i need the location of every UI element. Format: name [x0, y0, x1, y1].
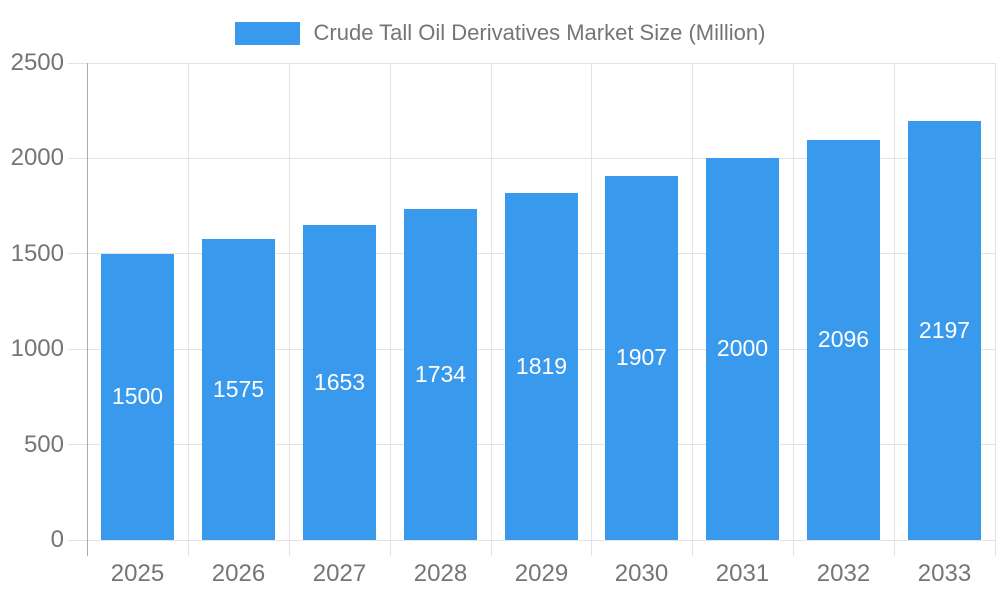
bar-2033[interactable]: 2197: [908, 121, 981, 540]
x-gridline: [893, 63, 895, 556]
x-gridline: [288, 63, 290, 556]
y-gridline: [68, 539, 995, 541]
legend-swatch: [234, 21, 300, 45]
y-axis-line: [87, 63, 88, 556]
bar-value-label: 1819: [515, 352, 568, 379]
bar-value-label: 1907: [615, 344, 668, 370]
x-gridline: [187, 63, 189, 556]
bar-2031[interactable]: 2000: [706, 158, 779, 540]
bar-value-label: 1653: [313, 368, 366, 395]
bar-2032[interactable]: 2096: [807, 140, 880, 540]
x-gridline: [389, 63, 391, 556]
x-gridline: [691, 63, 693, 556]
y-axis-tick-label: 2000: [10, 144, 64, 172]
bar-2030[interactable]: 1907: [605, 176, 678, 540]
bar-value-label: 2000: [716, 335, 769, 361]
x-axis-tick-label: 2027: [312, 560, 367, 587]
bar-value-label: 1575: [212, 375, 265, 402]
legend-item[interactable]: Crude Tall Oil Derivatives Market Size (…: [0, 18, 1000, 48]
plot-area: 1500 1575 1653 1734 1819 1907 2000 2096 2197: [68, 62, 996, 556]
bar-value-label: 1500: [111, 383, 164, 409]
x-axis-tick-label: 2029: [514, 560, 569, 587]
bar-value-label: 2197: [918, 316, 971, 343]
x-gridline: [490, 63, 492, 556]
x-gridline: [994, 63, 996, 556]
y-axis-tick-label: 2500: [10, 49, 64, 76]
x-axis-tick-label: 2030: [614, 560, 669, 587]
x-gridline: [590, 63, 592, 556]
bar-2027[interactable]: 1653: [303, 225, 376, 540]
bar-value-label: 2096: [817, 326, 870, 352]
bar-2025[interactable]: 1500: [101, 254, 174, 540]
x-axis-tick-label: 2026: [211, 560, 266, 587]
y-gridline: [68, 62, 995, 64]
x-axis-tick-label: 2028: [413, 560, 468, 587]
x-axis-tick-label: 2031: [715, 560, 770, 587]
y-gridline: [68, 157, 995, 159]
y-axis-tick-label: 1500: [10, 239, 64, 267]
x-axis-tick-label: 2032: [816, 560, 871, 587]
legend-label: Crude Tall Oil Derivatives Market Size (…: [313, 20, 766, 45]
x-gridline: [792, 63, 794, 556]
bar-2028[interactable]: 1734: [404, 209, 477, 540]
bar-value-label: 1734: [414, 360, 467, 387]
y-axis-tick-label: 500: [23, 430, 64, 458]
x-axis-tick-label: 2025: [110, 560, 165, 587]
bar-2029[interactable]: 1819: [505, 193, 578, 540]
y-axis-tick-label: 1000: [10, 335, 64, 363]
y-axis-tick-label: 0: [50, 526, 64, 553]
bar-2026[interactable]: 1575: [202, 239, 275, 540]
x-axis-tick-label: 2033: [917, 560, 972, 587]
